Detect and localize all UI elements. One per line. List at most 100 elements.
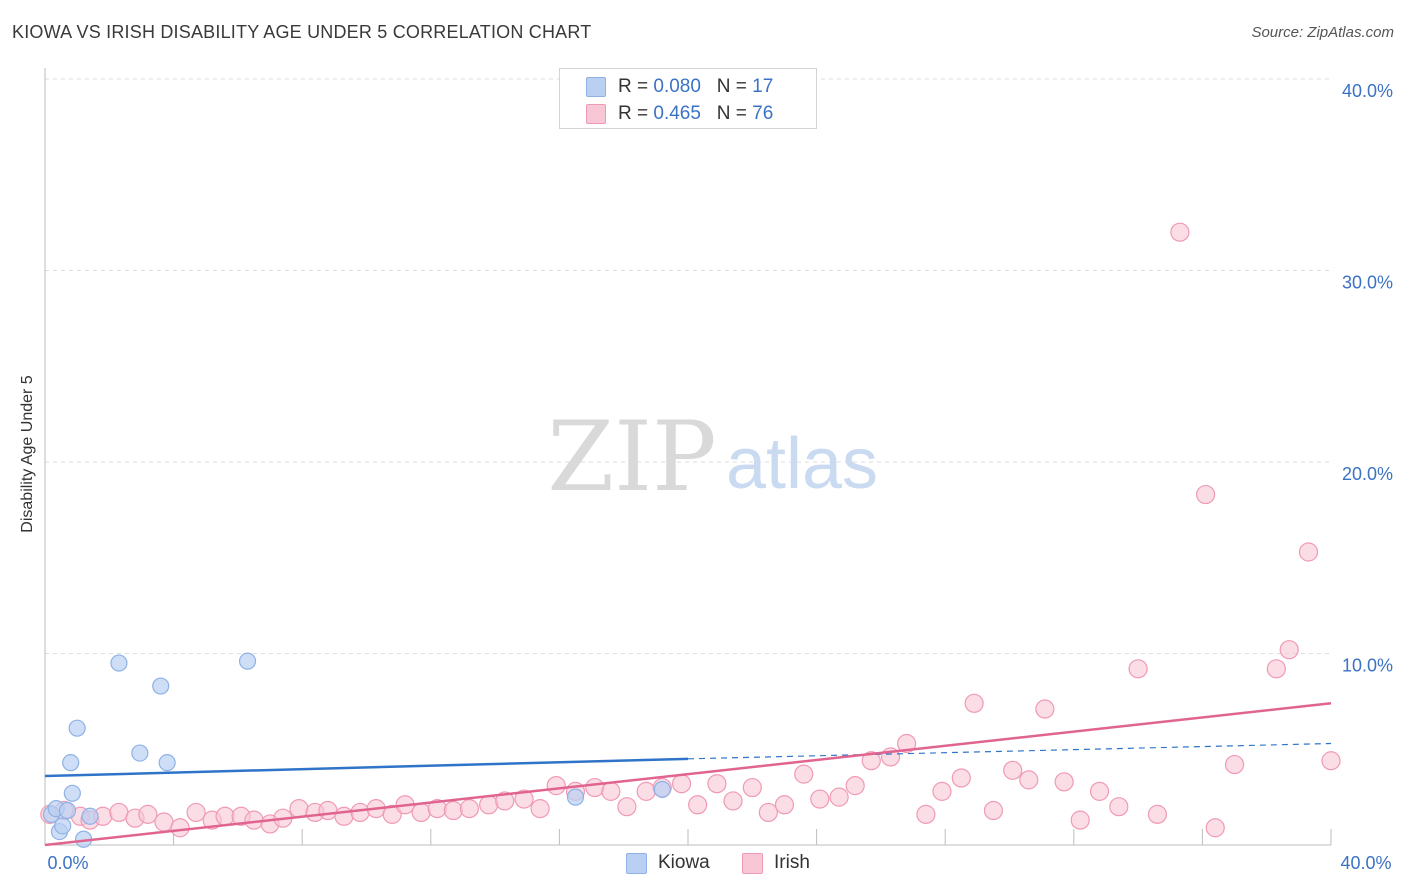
kiowa-point [653, 780, 671, 799]
irish-point [601, 781, 621, 801]
kiowa-trend-line [44, 757, 689, 778]
irish-point [186, 802, 206, 823]
irish-point [636, 781, 656, 801]
y-tick-label: 40.0% [1342, 81, 1393, 101]
irish-n-value: 76 [752, 103, 774, 124]
irish-swatch [586, 104, 606, 124]
axes [44, 68, 1332, 846]
irish-point [215, 806, 235, 826]
irish-point [897, 733, 917, 754]
irish-point [1224, 754, 1245, 775]
irish-point [1070, 810, 1090, 830]
irish-n-label: N = [716, 103, 747, 124]
irish-point [530, 799, 550, 819]
kiowa-legend-swatch [626, 853, 647, 874]
y-tick-label: 10.0% [1342, 656, 1393, 676]
irish-point [1147, 804, 1167, 824]
watermark: ZIP atlas [547, 401, 878, 513]
y-tick-label: 30.0% [1342, 273, 1393, 293]
irish-point [459, 799, 479, 819]
kiowa-r-label: R = [618, 76, 649, 97]
irish-point [983, 800, 1004, 821]
kiowa-point [131, 744, 149, 762]
irish-point [1266, 659, 1286, 679]
irish-point [585, 777, 605, 798]
irish-point [334, 806, 354, 826]
irish-point [1054, 772, 1074, 792]
watermark-atlas: atlas [726, 424, 878, 504]
irish-legend-label: Irish [774, 852, 810, 873]
x-tick-label: 0.0% [47, 853, 88, 873]
chart-title: KIOWA VS IRISH DISABILITY AGE UNDER 5 CO… [12, 22, 592, 42]
gridlines [45, 78, 1331, 654]
irish-point [617, 797, 637, 817]
irish-point [1196, 484, 1216, 505]
irish-point [932, 781, 952, 801]
irish-point [479, 795, 499, 815]
irish-point [1321, 751, 1341, 771]
kiowa-n-value: 17 [752, 76, 774, 97]
irish-point [289, 799, 309, 819]
irish-point [861, 751, 881, 771]
kiowa-legend-label: Kiowa [658, 852, 710, 873]
irish-point [829, 787, 849, 807]
irish-point [688, 795, 708, 815]
irish-point [1170, 222, 1190, 242]
kiowa-point [54, 817, 72, 835]
irish-point [845, 776, 865, 796]
kiowa-point [110, 654, 128, 672]
irish-trend-line [44, 702, 1332, 847]
kiowa-point [566, 788, 585, 806]
irish-point [443, 800, 463, 821]
irish-point [758, 802, 778, 823]
irish-point [1089, 781, 1110, 801]
irish-point [138, 804, 158, 824]
irish-point [350, 802, 370, 823]
kiowa-point [238, 652, 257, 670]
tick-labels: 10.0% 20.0% 30.0% 40.0% 0.0% 40.0% [47, 81, 1393, 873]
irish-point [109, 802, 129, 823]
irish-series [40, 222, 1341, 838]
irish-point [1128, 659, 1148, 679]
irish-r-label: R = [618, 103, 649, 124]
irish-point [1035, 699, 1055, 719]
kiowa-point [81, 807, 99, 825]
irish-point [916, 804, 936, 824]
irish-point [964, 693, 984, 713]
irish-point [774, 795, 795, 815]
y-tick-label: 20.0% [1342, 464, 1393, 484]
kiowa-n-label: N = [716, 76, 747, 97]
stats-legend: R = 0.080 N = 17 R = 0.465 N = 76 [559, 68, 817, 129]
irish-point [411, 802, 431, 823]
kiowa-r-value: 0.080 [653, 76, 701, 97]
irish-point [318, 800, 338, 821]
irish-point [1279, 640, 1299, 660]
trend-lines [44, 702, 1332, 847]
irish-point [546, 776, 566, 796]
kiowa-point [62, 754, 80, 772]
irish-legend-swatch [742, 853, 763, 874]
irish-r-value: 0.465 [653, 103, 701, 124]
irish-point [1019, 770, 1039, 790]
x-tick-label: 40.0% [1340, 853, 1391, 873]
kiowa-swatch [586, 77, 606, 97]
kiowa-point [68, 719, 86, 737]
watermark-zip: ZIP [547, 401, 716, 513]
irish-point [495, 791, 515, 811]
kiowa-point [158, 754, 176, 772]
irish-point [154, 812, 174, 832]
irish-point [707, 774, 727, 794]
irish-point [514, 789, 534, 809]
irish-point [810, 789, 830, 809]
kiowa-point [152, 677, 170, 695]
irish-point [1109, 797, 1129, 817]
irish-point [671, 774, 692, 794]
irish-point [723, 791, 743, 811]
irish-point [794, 764, 814, 784]
irish-point [1003, 760, 1023, 780]
kiowa-series [42, 652, 671, 848]
irish-point [1298, 542, 1319, 562]
irish-point [170, 818, 190, 838]
irish-point [951, 768, 971, 788]
irish-point [382, 804, 402, 824]
